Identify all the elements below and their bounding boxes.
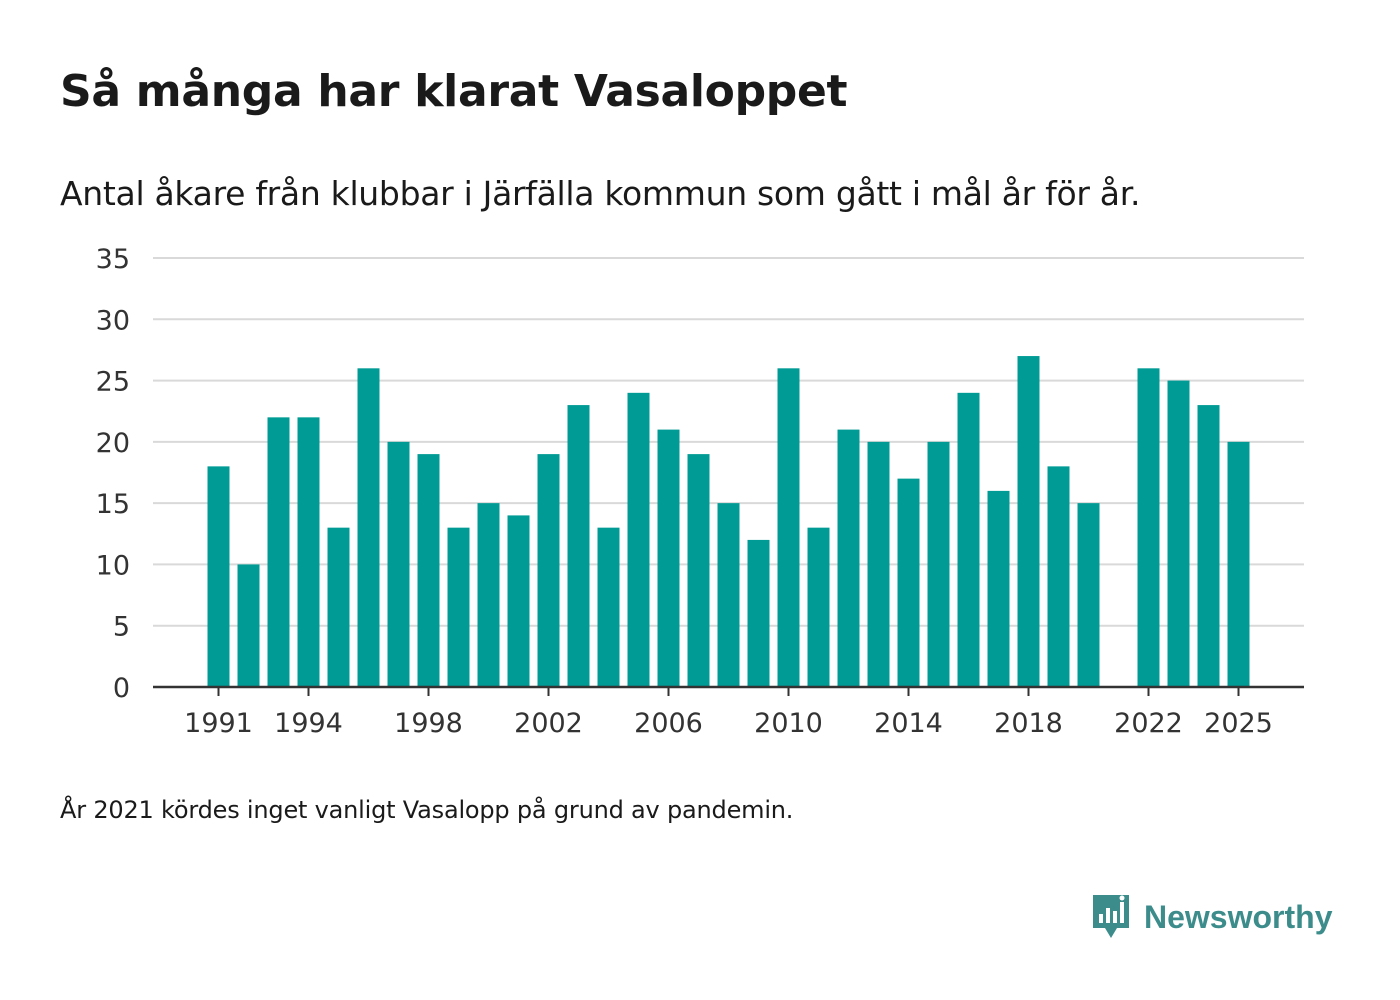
bar [957, 392, 980, 687]
bar [1077, 503, 1100, 687]
bar [207, 466, 230, 687]
y-tick-label: 20 [96, 428, 130, 459]
bar [837, 429, 860, 687]
chart-footnote: År 2021 kördes inget vanligt Vasalopp på… [60, 796, 794, 824]
bar [1137, 368, 1160, 687]
bar [747, 539, 770, 687]
y-tick-label: 10 [96, 550, 130, 581]
bar [867, 441, 890, 687]
bar [807, 527, 830, 687]
bar [537, 454, 560, 687]
y-tick-label: 0 [113, 673, 130, 704]
bar [267, 417, 290, 687]
bar [1167, 380, 1190, 687]
bar [717, 503, 740, 687]
x-tick-label: 2010 [754, 708, 823, 739]
bar [1047, 466, 1070, 687]
newsworthy-logo-icon [1093, 895, 1129, 938]
bar [477, 503, 500, 687]
x-tick-label: 2006 [634, 708, 703, 739]
y-tick-label: 15 [96, 489, 130, 520]
x-tick-label: 1991 [184, 708, 253, 739]
bar [237, 564, 260, 687]
y-tick-label: 30 [96, 305, 130, 336]
bar [447, 527, 470, 687]
x-tick-label: 2022 [1114, 708, 1183, 739]
brand-logo[interactable]: Newsworthy [1090, 892, 1332, 942]
bar [897, 478, 920, 687]
bar [507, 515, 530, 687]
bar [657, 429, 680, 687]
bar [987, 490, 1010, 687]
x-tick-label: 2002 [514, 708, 583, 739]
bar [357, 368, 380, 687]
brand-name: Newsworthy [1144, 898, 1333, 935]
bar [297, 417, 320, 687]
x-tick-label: 2014 [874, 708, 943, 739]
bar [1227, 441, 1250, 687]
bar [597, 527, 620, 687]
bar [687, 454, 710, 687]
bar [417, 454, 440, 687]
x-tick-label: 1994 [274, 708, 343, 739]
x-tick-label: 2018 [994, 708, 1063, 739]
bar [1017, 356, 1040, 687]
y-tick-label: 35 [96, 244, 130, 275]
bar [927, 441, 950, 687]
chart-subtitle: Antal åkare från klubbar i Järfälla komm… [60, 174, 1141, 213]
x-tick-label: 1998 [394, 708, 463, 739]
bar [627, 392, 650, 687]
bar [567, 405, 590, 687]
chart-title: Så många har klarat Vasaloppet [60, 66, 848, 117]
y-tick-label: 5 [113, 612, 130, 643]
bar [387, 441, 410, 687]
y-tick-label: 25 [96, 367, 130, 398]
bar [1197, 405, 1220, 687]
bar [327, 527, 350, 687]
x-tick-label: 2025 [1204, 708, 1273, 739]
bar [777, 368, 800, 687]
